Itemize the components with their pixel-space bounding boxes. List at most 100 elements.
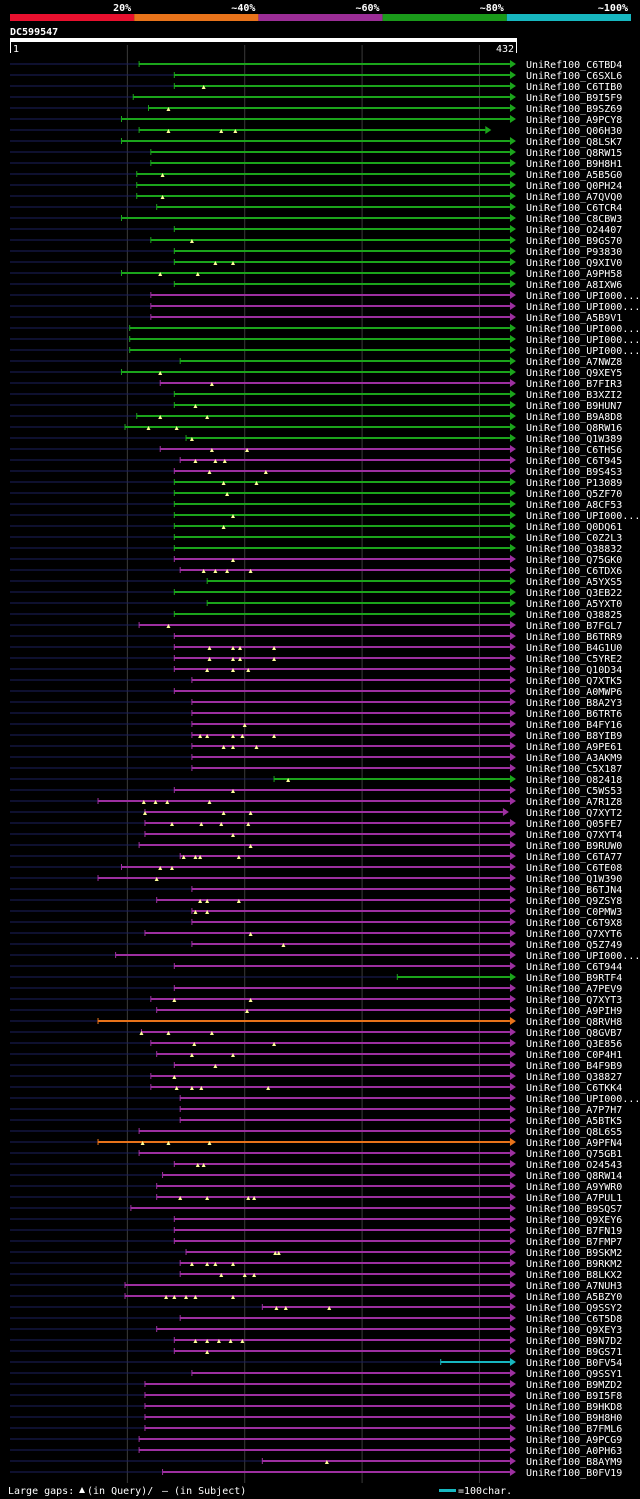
hit-row[interactable]: UniRef100_A9PFN4 <box>10 1138 622 1149</box>
hit-row[interactable]: UniRef100_A0MWP6 <box>10 687 622 698</box>
hit-label[interactable]: UniRef100_A7PEV9 <box>526 984 622 995</box>
hit-label[interactable]: UniRef100_C5WS53 <box>526 786 622 797</box>
hit-label[interactable]: UniRef100_B8YIB9 <box>526 731 622 742</box>
hit-row[interactable]: UniRef100_Q1W390 <box>10 874 622 885</box>
hit-bar[interactable] <box>180 1317 510 1319</box>
hit-row[interactable]: UniRef100_UPI000... <box>10 511 640 522</box>
hit-label[interactable]: UniRef100_Q7XYT2 <box>526 808 622 819</box>
hit-bar[interactable] <box>174 1163 510 1165</box>
hit-bar[interactable] <box>274 778 510 780</box>
hit-row[interactable]: UniRef100_A7R1Z8 <box>10 797 622 808</box>
hit-label[interactable]: UniRef100_C0PMW3 <box>526 907 622 918</box>
hit-label[interactable]: UniRef100_Q9XIV0 <box>526 258 622 269</box>
hit-label[interactable]: UniRef100_B9I5F8 <box>526 1391 622 1402</box>
hit-row[interactable]: UniRef100_Q9XEY5 <box>10 368 622 379</box>
hit-label[interactable]: UniRef100_UPI000... <box>526 951 640 962</box>
hit-row[interactable]: UniRef100_Q8L6S5 <box>10 1127 622 1138</box>
hit-label[interactable]: UniRef100_B6TRR9 <box>526 632 622 643</box>
hit-bar[interactable] <box>129 338 510 340</box>
hit-label[interactable]: UniRef100_UPI000... <box>526 1094 640 1105</box>
hit-label[interactable]: UniRef100_B4FY16 <box>526 720 622 731</box>
hit-bar[interactable] <box>139 624 510 626</box>
hit-label[interactable]: UniRef100_B7FMP7 <box>526 1237 622 1248</box>
hit-bar[interactable] <box>174 965 510 967</box>
hit-row[interactable]: UniRef100_UPI000... <box>10 291 640 302</box>
hit-label[interactable]: UniRef100_A5B5G0 <box>526 170 622 181</box>
hit-bar[interactable] <box>397 976 510 978</box>
hit-row[interactable]: UniRef100_Q05FE7 <box>10 819 622 830</box>
hit-label[interactable]: UniRef100_Q05FE7 <box>526 819 622 830</box>
hit-row[interactable]: UniRef100_Q8RW14 <box>10 1171 622 1182</box>
hit-label[interactable]: UniRef100_UPI000... <box>526 346 640 357</box>
hit-row[interactable]: UniRef100_B7FMP7 <box>10 1237 622 1248</box>
hit-label[interactable]: UniRef100_B8A2Y3 <box>526 698 622 709</box>
hit-row[interactable]: UniRef100_B9A8D8 <box>10 412 622 423</box>
hit-label[interactable]: UniRef100_A9PH58 <box>526 269 622 280</box>
hit-row[interactable]: UniRef100_A9PIH9 <box>10 1006 622 1017</box>
hit-bar[interactable] <box>148 107 510 109</box>
hit-label[interactable]: UniRef100_B9SZ69 <box>526 104 622 115</box>
hit-row[interactable]: UniRef100_Q7XYT4 <box>10 830 622 841</box>
hit-bar[interactable] <box>144 1416 510 1418</box>
hit-row[interactable]: UniRef100_Q7XYT2 <box>10 808 622 819</box>
hit-bar[interactable] <box>186 437 510 439</box>
hit-row[interactable]: UniRef100_Q75GB1 <box>10 1149 622 1160</box>
hit-label[interactable]: UniRef100_O24543 <box>526 1160 622 1171</box>
hit-label[interactable]: UniRef100_B9HUN7 <box>526 401 622 412</box>
hit-bar[interactable] <box>150 239 510 241</box>
hit-row[interactable]: UniRef100_Q9ZSY8 <box>10 896 622 907</box>
hit-row[interactable]: UniRef100_B0FV54 <box>10 1358 622 1369</box>
hit-label[interactable]: UniRef100_B6TJN4 <box>526 885 622 896</box>
hit-bar[interactable] <box>150 294 510 296</box>
hit-label[interactable]: UniRef100_Q8RW14 <box>526 1171 622 1182</box>
hit-bar[interactable] <box>174 789 510 791</box>
hit-row[interactable]: UniRef100_B9I5F8 <box>10 1391 622 1402</box>
hit-bar[interactable] <box>174 228 510 230</box>
hit-bar[interactable] <box>180 360 510 362</box>
hit-label[interactable]: UniRef100_C6TKK4 <box>526 1083 622 1094</box>
hit-bar[interactable] <box>180 1119 510 1121</box>
hit-row[interactable]: UniRef100_B9RUW0 <box>10 841 622 852</box>
hit-label[interactable]: UniRef100_B4G1U0 <box>526 643 622 654</box>
hit-row[interactable]: UniRef100_C6TKK4 <box>10 1083 622 1094</box>
hit-label[interactable]: UniRef100_Q1W390 <box>526 874 622 885</box>
hit-row[interactable]: UniRef100_C0Z2L3 <box>10 533 622 544</box>
hit-row[interactable]: UniRef100_Q5ZF70 <box>10 489 622 500</box>
hit-label[interactable]: UniRef100_Q3E856 <box>526 1039 622 1050</box>
hit-bar[interactable] <box>139 844 510 846</box>
hit-bar[interactable] <box>174 1240 510 1242</box>
hit-row[interactable]: UniRef100_C6T945 <box>10 456 622 467</box>
hit-bar[interactable] <box>174 987 510 989</box>
hit-bar[interactable] <box>207 602 510 604</box>
hit-bar[interactable] <box>191 701 510 703</box>
hit-row[interactable]: UniRef100_Q7XYT3 <box>10 995 622 1006</box>
hit-bar[interactable] <box>174 668 510 670</box>
hit-row[interactable]: UniRef100_Q8RW16 <box>10 423 622 434</box>
hit-row[interactable]: UniRef100_UPI000... <box>10 951 640 962</box>
hit-row[interactable]: UniRef100_B7FIR3 <box>10 379 622 390</box>
hit-label[interactable]: UniRef100_C5X187 <box>526 764 622 775</box>
hit-bar[interactable] <box>150 316 510 318</box>
hit-row[interactable]: UniRef100_A5YXT0 <box>10 599 622 610</box>
hit-bar[interactable] <box>174 492 510 494</box>
hit-row[interactable]: UniRef100_Q8RW15 <box>10 148 622 159</box>
hit-label[interactable]: UniRef100_O24407 <box>526 225 622 236</box>
hit-bar[interactable] <box>129 349 510 351</box>
hit-row[interactable]: UniRef100_Q7XYT6 <box>10 929 622 940</box>
hit-bar[interactable] <box>180 1273 510 1275</box>
hit-bar[interactable] <box>129 327 510 329</box>
hit-row[interactable]: UniRef100_B0FV19 <box>10 1468 622 1479</box>
hit-row[interactable]: UniRef100_A7QVQ0 <box>10 192 622 203</box>
hit-label[interactable]: UniRef100_B0FV19 <box>526 1468 622 1479</box>
hit-row[interactable]: UniRef100_C8CBW3 <box>10 214 622 225</box>
hit-label[interactable]: UniRef100_Q8LSK7 <box>526 137 622 148</box>
hit-bar[interactable] <box>174 613 510 615</box>
hit-bar[interactable] <box>262 1306 510 1308</box>
hit-bar[interactable] <box>174 470 510 472</box>
hit-row[interactable]: UniRef100_B9HKD8 <box>10 1402 622 1413</box>
hit-row[interactable]: UniRef100_UPI000... <box>10 302 640 313</box>
hit-label[interactable]: UniRef100_C6TCR4 <box>526 203 622 214</box>
hit-row[interactable]: UniRef100_UPI000... <box>10 335 640 346</box>
hit-bar[interactable] <box>162 1174 510 1176</box>
hit-row[interactable]: UniRef100_A7P7H7 <box>10 1105 622 1116</box>
